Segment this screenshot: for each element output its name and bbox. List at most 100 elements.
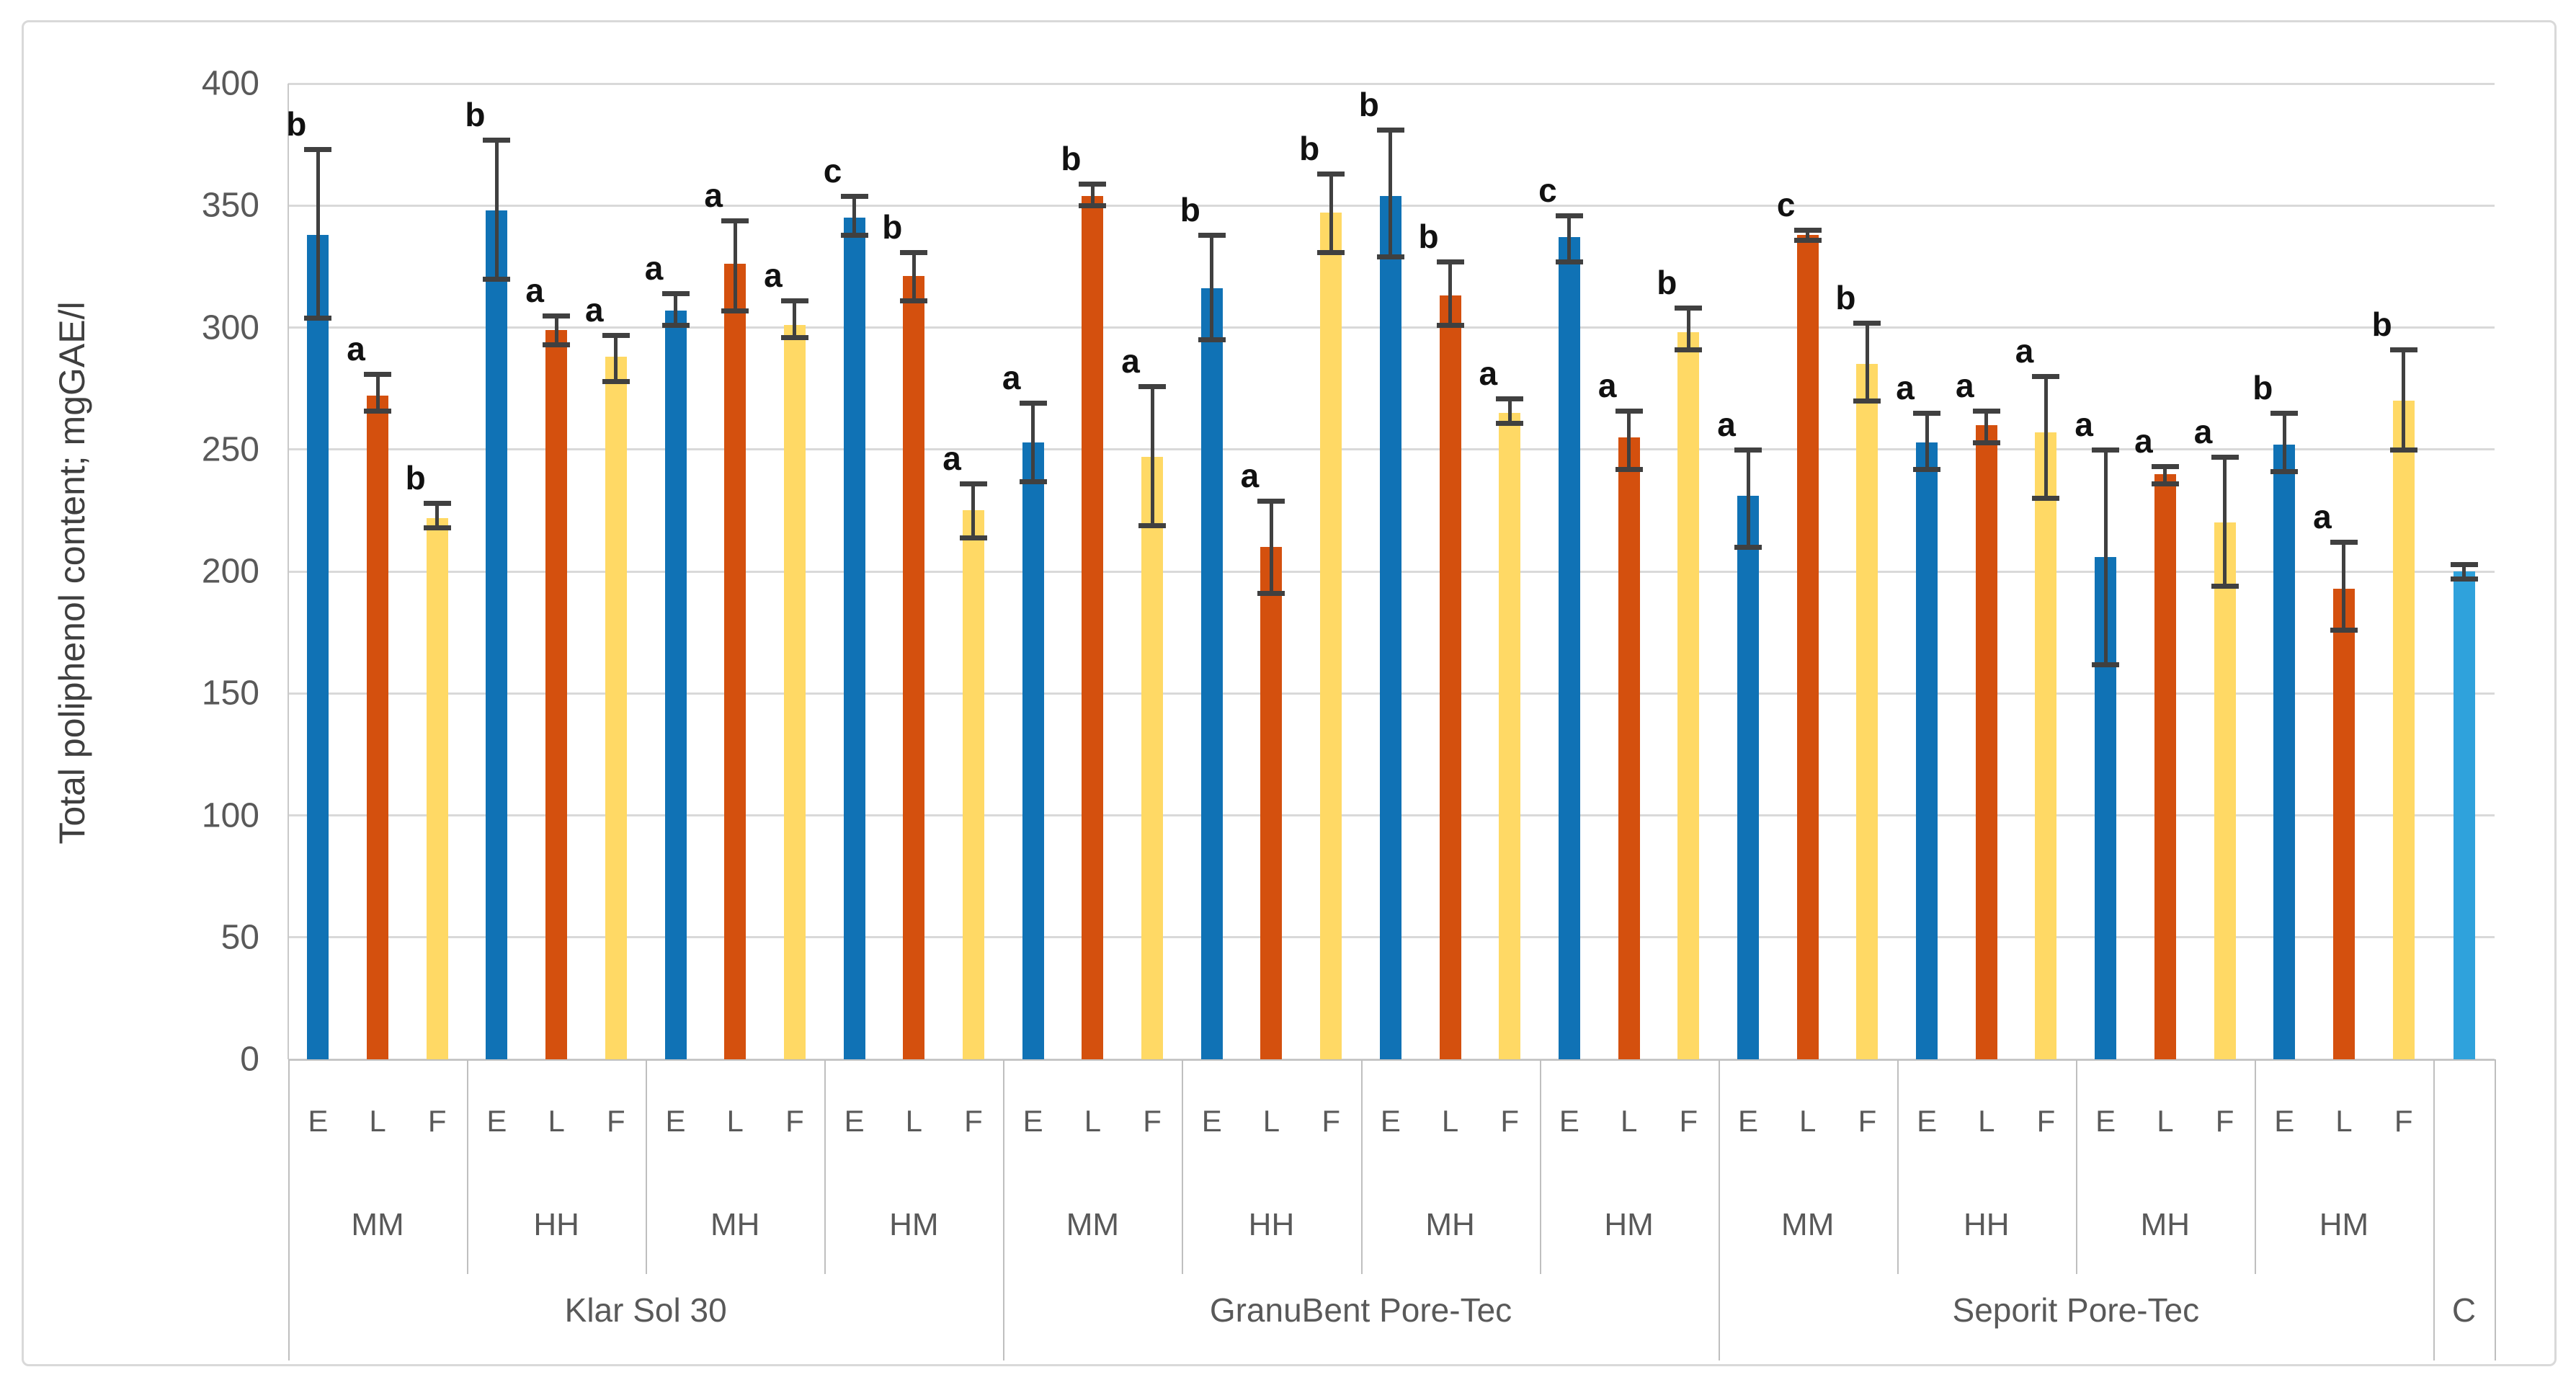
significance-letter: b (1299, 130, 1320, 168)
error-bar-bottom-cap (304, 315, 332, 321)
axis-label-series: E (486, 1104, 507, 1138)
error-bar (1925, 412, 1929, 469)
axis-label-subgroup: MH (1425, 1207, 1475, 1242)
error-bar-bottom-cap (1555, 259, 1583, 265)
error-bar-top-cap (1257, 498, 1285, 504)
error-bar (1329, 174, 1333, 252)
bar (664, 310, 687, 1059)
error-bar (1865, 322, 1869, 401)
significance-letter: b (1358, 86, 1379, 124)
error-bar (1627, 410, 1631, 469)
error-bar-bottom-cap (780, 335, 808, 341)
error-bar (2402, 349, 2406, 450)
axis-label-subgroup: HH (1248, 1207, 1295, 1242)
axis-label-series: E (844, 1104, 865, 1138)
axis-label-series: F (427, 1104, 447, 1138)
error-bar-top-cap (959, 481, 987, 487)
significance-letter: a (347, 329, 365, 368)
axis-label-subgroup: HH (1964, 1207, 2010, 1242)
bar (903, 276, 925, 1059)
error-bar-top-cap (1496, 396, 1524, 401)
error-bar-top-cap (900, 249, 928, 255)
error-bar (2163, 466, 2167, 484)
axis-label-series: F (2215, 1104, 2234, 1138)
error-bar-top-cap (1317, 172, 1345, 177)
bar (2214, 522, 2236, 1059)
error-bar (1507, 398, 1512, 423)
error-bar-top-cap (2450, 561, 2478, 567)
bar (1558, 237, 1580, 1059)
error-bar (1031, 403, 1035, 481)
error-bar (1269, 500, 1273, 594)
bar (1141, 456, 1164, 1059)
gridline (288, 82, 2495, 85)
significance-letter: a (1597, 366, 1617, 404)
significance-letter: a (2313, 498, 2332, 536)
axis-label-subgroup: MM (351, 1207, 404, 1242)
bar (2392, 401, 2415, 1059)
axis-label-series: L (2335, 1104, 2353, 1138)
error-bar-bottom-cap (900, 298, 928, 304)
error-bar-top-cap (1675, 306, 1703, 311)
error-bar-top-cap (661, 291, 690, 297)
significance-letter: a (1717, 405, 1736, 443)
error-bar-bottom-cap (1615, 466, 1643, 472)
axis-label-series: L (726, 1104, 744, 1138)
significance-letter: a (585, 290, 604, 329)
error-bar (2103, 449, 2108, 664)
bar (962, 510, 984, 1059)
error-bar-bottom-cap (2032, 496, 2060, 502)
y-tick-label: 250 (201, 430, 259, 469)
subgroup-separator-line (824, 1059, 826, 1274)
axis-label-series: E (1380, 1104, 1401, 1138)
axis-label-series: L (1978, 1104, 1995, 1138)
error-bar (1210, 234, 1214, 340)
error-bar-top-cap (1138, 383, 1167, 389)
error-bar-bottom-cap (1198, 337, 1226, 343)
bar (1260, 547, 1283, 1059)
error-bar (971, 484, 976, 538)
error-bar-bottom-cap (602, 378, 630, 384)
significance-letter: a (764, 257, 783, 295)
y-tick-label: 300 (201, 308, 259, 347)
error-bar-bottom-cap (2330, 628, 2358, 633)
error-bar-bottom-cap (1019, 478, 1047, 484)
bar (545, 329, 568, 1059)
bar (1200, 288, 1223, 1059)
bar (1082, 195, 1104, 1059)
error-bar (614, 334, 618, 381)
error-bar (793, 300, 797, 338)
error-bar-bottom-cap (1734, 545, 1762, 551)
bar (783, 325, 806, 1059)
subgroup-separator-line (2075, 1059, 2077, 1274)
significance-letter: b (286, 105, 307, 143)
significance-letter: a (1479, 354, 1498, 392)
bar (307, 234, 329, 1059)
error-bar-top-cap (1019, 401, 1047, 406)
error-bar-top-cap (1198, 232, 1226, 238)
error-bar-bottom-cap (1972, 440, 2000, 445)
significance-letter: b (405, 459, 426, 497)
axis-label-series: L (905, 1104, 922, 1138)
axis-label-series: E (1559, 1104, 1579, 1138)
error-bar (494, 139, 499, 279)
axis-label-series: F (2394, 1104, 2413, 1138)
error-bar-top-cap (2151, 464, 2179, 470)
axis-label-series: L (1084, 1104, 1102, 1138)
error-bar-bottom-cap (721, 308, 749, 313)
table-edge-line (2495, 1059, 2496, 1360)
y-tick-label: 200 (201, 552, 259, 591)
error-bar-bottom-cap (1675, 347, 1703, 352)
axis-label-series: E (665, 1104, 686, 1138)
significance-letter: b (1180, 190, 1200, 228)
significance-letter: a (1240, 456, 1260, 494)
error-bar-bottom-cap (2211, 584, 2239, 589)
error-bar-bottom-cap (2092, 662, 2120, 667)
error-bar-bottom-cap (1913, 466, 1941, 472)
error-bar (2282, 412, 2286, 472)
significance-letter: b (1657, 264, 1677, 302)
error-bar (316, 149, 320, 318)
y-tick-label: 150 (201, 674, 259, 713)
table-edge-line (2433, 1059, 2435, 1360)
bar (1975, 424, 1997, 1059)
